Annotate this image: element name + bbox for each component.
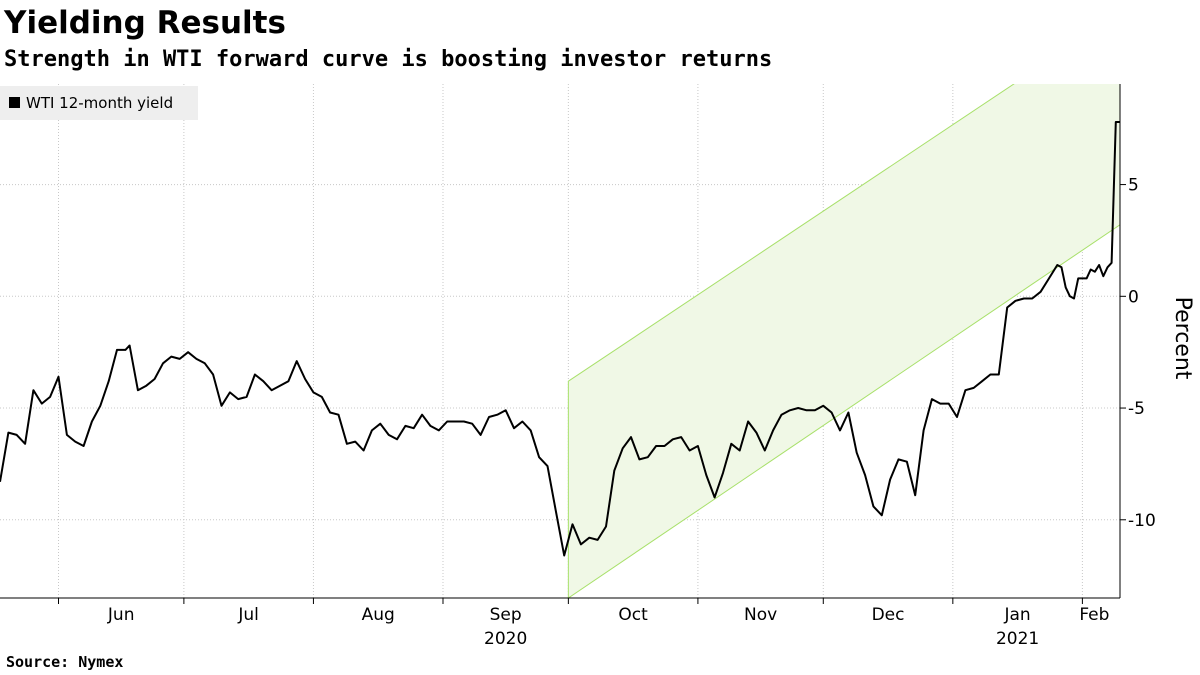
y-tick-label: 5: [1128, 176, 1139, 196]
series-layer: [0, 121, 1120, 557]
chart-title: Yielding Results: [4, 5, 286, 41]
x-tick-label: Oct: [618, 605, 648, 625]
series-line-wti-12-month-yield: [0, 121, 1120, 557]
y-tick-label: -10: [1128, 511, 1156, 531]
trend-channel-lower: [568, 224, 1120, 598]
y-tick-label: -5: [1128, 399, 1145, 419]
axes: Jun Jul Aug Sep Oct Nov Dec Jan Feb 2020 2021 5 0 -5 -…: [0, 84, 1195, 649]
legend: WTI 12-month yield: [0, 86, 198, 120]
legend-background: [0, 86, 198, 120]
legend-swatch: [9, 97, 20, 108]
x-tick-label: Feb: [1079, 605, 1109, 625]
source-note: Source: Nymex: [6, 653, 124, 671]
x-tick-label: Aug: [362, 605, 395, 625]
x-tick-label: Jul: [237, 605, 259, 625]
x-tick-label: Sep: [490, 605, 522, 625]
x-year-label: 2021: [996, 629, 1039, 649]
trend-channel-fill: [568, 84, 1120, 598]
x-tick-label: Dec: [872, 605, 905, 625]
y-tick-label: 0: [1128, 287, 1139, 307]
x-tick-label: Jan: [1004, 605, 1031, 625]
y-axis-title: Percent: [1170, 297, 1195, 380]
chart-subtitle: Strength in WTI forward curve is boostin…: [4, 47, 773, 72]
x-year-label: 2020: [484, 629, 527, 649]
trend-channel: [567, 84, 1120, 598]
x-tick-label: Nov: [744, 605, 777, 625]
trend-channel-upper: [568, 84, 1015, 382]
x-tick-label: Jun: [107, 605, 135, 625]
legend-label: WTI 12-month yield: [26, 94, 173, 112]
